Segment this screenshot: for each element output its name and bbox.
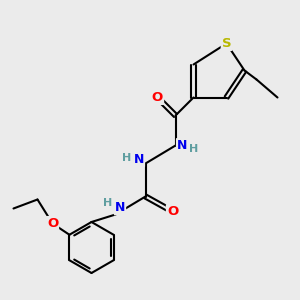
Text: O: O	[152, 91, 163, 104]
Text: H: H	[190, 144, 199, 154]
Text: N: N	[134, 153, 144, 167]
Text: N: N	[177, 139, 187, 152]
Text: H: H	[122, 153, 131, 163]
Text: O: O	[167, 205, 178, 218]
Text: O: O	[47, 217, 58, 230]
Text: H: H	[103, 198, 112, 208]
Text: S: S	[222, 37, 231, 50]
Text: N: N	[115, 201, 125, 214]
